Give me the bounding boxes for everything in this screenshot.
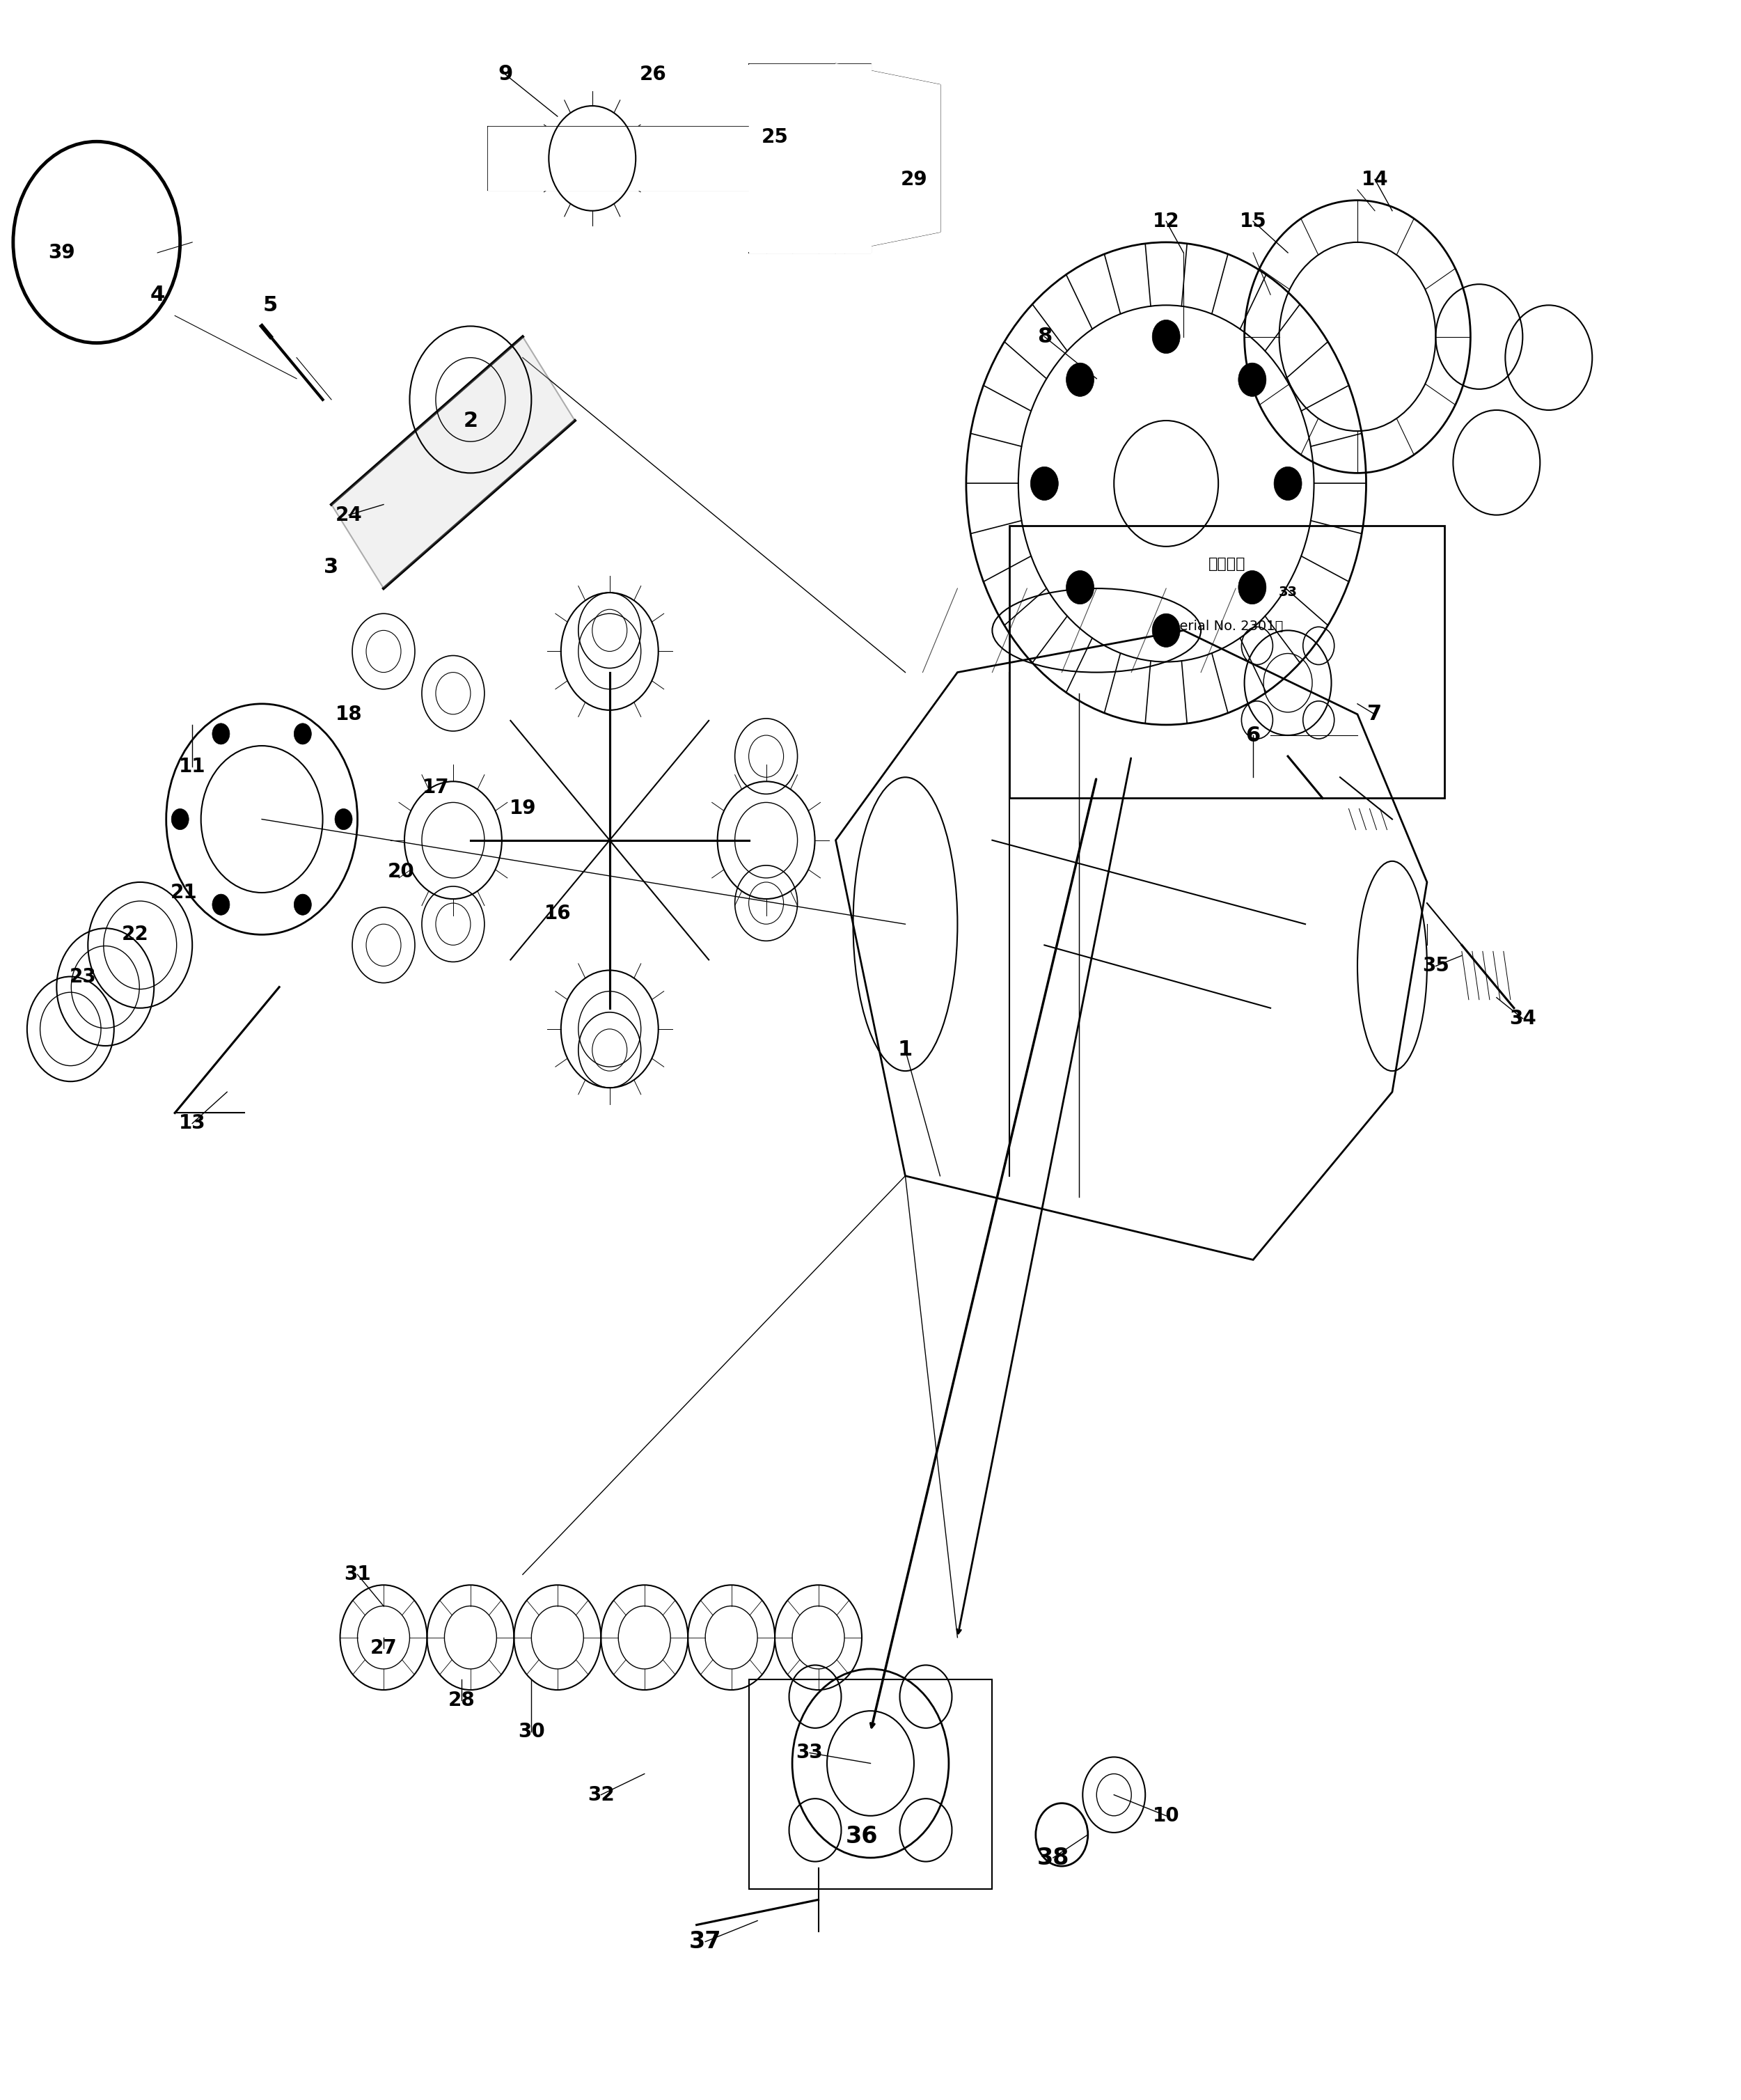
Text: 適用号機: 適用号機: [1208, 556, 1245, 571]
Text: 4: 4: [150, 286, 165, 304]
Circle shape: [171, 808, 188, 830]
Text: 33: 33: [796, 1743, 823, 1762]
Circle shape: [1031, 466, 1059, 500]
Text: 26: 26: [639, 65, 667, 84]
Text: 32: 32: [587, 1785, 615, 1804]
Text: Serial No. 2301～: Serial No. 2301～: [1172, 619, 1283, 632]
Text: 5: 5: [263, 296, 279, 315]
Text: 25: 25: [761, 128, 789, 147]
Polygon shape: [331, 336, 575, 588]
Text: 39: 39: [49, 244, 75, 262]
Text: 7: 7: [1367, 704, 1382, 724]
Text: 27: 27: [371, 1638, 397, 1657]
Text: 10: 10: [1153, 1806, 1180, 1825]
Text: 6: 6: [1247, 724, 1260, 746]
Text: 18: 18: [336, 706, 362, 724]
Text: 16: 16: [543, 903, 571, 924]
Text: 3: 3: [324, 556, 339, 578]
Circle shape: [212, 895, 230, 916]
Text: 15: 15: [1240, 212, 1267, 231]
Circle shape: [212, 722, 230, 743]
Text: 12: 12: [1153, 212, 1180, 231]
Text: 23: 23: [70, 966, 96, 987]
Text: 19: 19: [510, 798, 536, 819]
Text: 9: 9: [498, 65, 514, 84]
Text: 17: 17: [423, 777, 449, 798]
Text: 21: 21: [171, 882, 197, 903]
Text: 28: 28: [449, 1690, 475, 1709]
Circle shape: [1153, 613, 1180, 647]
Text: 29: 29: [900, 170, 928, 189]
Text: 35: 35: [1422, 956, 1449, 976]
Text: 14: 14: [1361, 170, 1388, 189]
Text: 37: 37: [689, 1930, 721, 1953]
Circle shape: [1274, 466, 1302, 500]
Polygon shape: [749, 63, 870, 252]
Circle shape: [334, 808, 352, 830]
Text: 31: 31: [345, 1564, 371, 1583]
Circle shape: [294, 895, 312, 916]
Text: 13: 13: [179, 1113, 205, 1134]
Circle shape: [1238, 363, 1266, 397]
Circle shape: [294, 722, 312, 743]
Text: 11: 11: [179, 756, 205, 777]
Text: 34: 34: [1509, 1008, 1536, 1029]
Text: 24: 24: [336, 506, 362, 525]
Text: 1: 1: [898, 1040, 912, 1060]
Text: 30: 30: [517, 1722, 545, 1741]
Text: 20: 20: [388, 861, 414, 882]
Text: 22: 22: [122, 924, 148, 945]
Text: 2: 2: [463, 410, 477, 430]
Circle shape: [1065, 363, 1093, 397]
Polygon shape: [836, 63, 940, 252]
Text: 36: 36: [846, 1825, 877, 1848]
Circle shape: [1153, 319, 1180, 353]
Text: 38: 38: [1038, 1846, 1069, 1869]
Text: 33: 33: [1278, 586, 1297, 598]
Circle shape: [1238, 571, 1266, 605]
Text: 8: 8: [1038, 328, 1052, 346]
Circle shape: [1065, 571, 1093, 605]
